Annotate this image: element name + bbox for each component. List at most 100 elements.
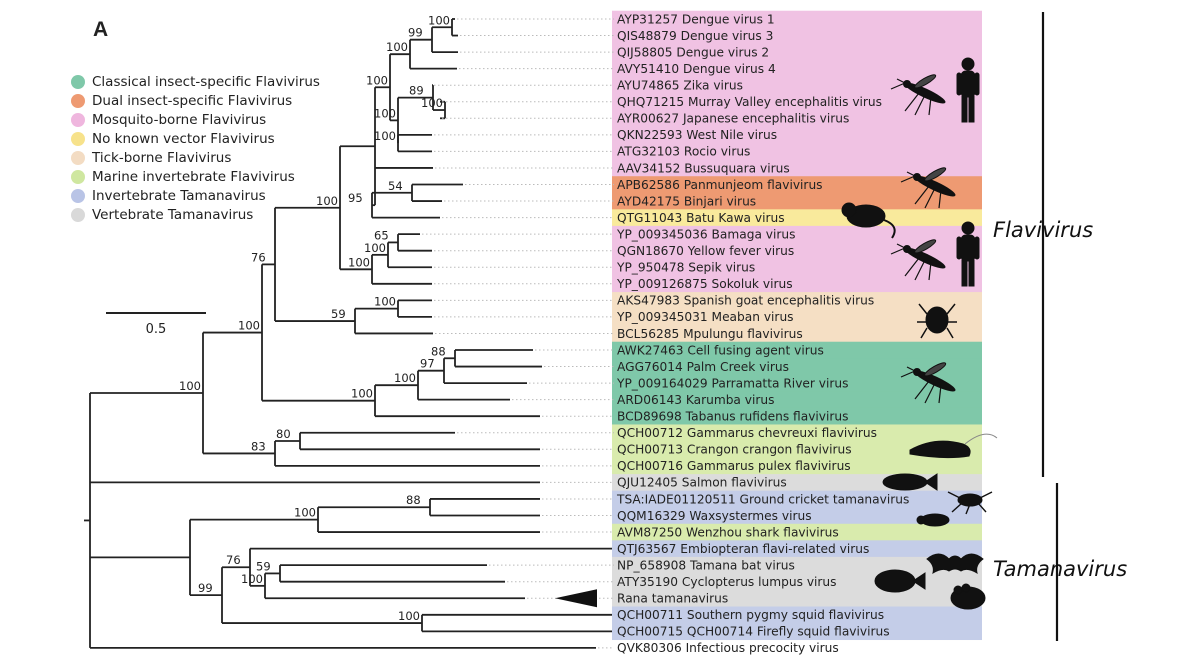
tip-label: QQM16329 Waxsystermes virus xyxy=(617,509,812,523)
mosquito-leg-icon xyxy=(938,384,942,404)
mosquito-leg-icon xyxy=(904,92,920,112)
genus-brackets xyxy=(1041,12,1059,641)
support-value: 80 xyxy=(276,427,291,441)
mosquito-icon xyxy=(900,167,956,209)
host-silhouettes xyxy=(841,57,998,610)
tree-branches xyxy=(84,18,612,649)
group-band xyxy=(612,424,982,442)
fish-body-icon xyxy=(882,473,928,491)
bat-body-icon xyxy=(926,553,984,575)
tip-label: QIJ58805 Dengue virus 2 xyxy=(617,45,769,59)
tip-label: NP_658908 Tamana bat virus xyxy=(617,558,795,572)
legend-item: Invertebrate Tamanavirus xyxy=(71,186,320,205)
support-value: 100 xyxy=(294,506,316,520)
tip-label: QCH00711 Southern pygmy squid flavivirus xyxy=(617,608,884,622)
human-leg-icon xyxy=(961,259,968,287)
legend-swatch xyxy=(71,74,85,89)
support-value: 100 xyxy=(386,40,408,54)
tick-icon xyxy=(917,303,957,339)
mosquito-wing-icon xyxy=(914,239,937,254)
tip-label: QJU12405 Salmon flavivirus xyxy=(617,476,787,490)
support-value: 76 xyxy=(226,553,241,567)
tip-label: QTG11043 Batu Kawa virus xyxy=(617,211,785,225)
group-band xyxy=(612,606,982,624)
support-value: 100 xyxy=(316,194,338,208)
tip-label: AYD42175 Binjari virus xyxy=(617,194,756,208)
tip-leaders xyxy=(422,18,614,649)
tick-leg-icon xyxy=(920,327,928,339)
fish-icon xyxy=(882,473,938,491)
tip-label: QTJ63567 Embiopteran flavi-related virus xyxy=(617,542,869,556)
tip-label: QCH00715 QCH00714 Firefly squid flavivir… xyxy=(617,625,890,639)
human-torso-icon xyxy=(960,70,976,98)
group-band xyxy=(612,523,982,541)
group-band xyxy=(612,391,982,409)
panel-letter: A xyxy=(93,18,109,41)
group-band xyxy=(612,93,982,111)
legend-label: Classical insect-specific Flavivirus xyxy=(92,73,320,90)
support-value: 54 xyxy=(388,179,403,193)
human-icon xyxy=(956,57,980,123)
human-leg-icon xyxy=(961,95,968,123)
fish-tail-icon xyxy=(924,473,938,491)
lumpfish-tail-icon xyxy=(912,572,926,590)
tip-label: QIS48879 Dengue virus 3 xyxy=(617,29,773,43)
termite-head-icon xyxy=(916,515,926,525)
human-arm-icon xyxy=(974,236,980,260)
support-value: 100 xyxy=(374,106,396,120)
frog-eye-icon xyxy=(953,585,963,595)
cricket-leg-icon xyxy=(977,502,987,513)
support-value: 83 xyxy=(251,439,266,453)
lumpfish-icon xyxy=(874,569,926,593)
group-band xyxy=(612,242,982,260)
support-value: 65 xyxy=(374,228,389,242)
mosquito-leg-icon xyxy=(906,366,932,380)
mosquito-icon xyxy=(890,74,946,116)
tip-label: ATY35190 Cyclopterus lumpus virus xyxy=(617,575,837,589)
tip-label: YP_009345031 Meaban virus xyxy=(616,310,794,324)
group-band xyxy=(612,275,982,293)
legend-item: Tick-borne Flavivirus xyxy=(71,148,320,167)
tip-label: AGG76014 Palm Creek virus xyxy=(617,360,789,374)
legend-label: Tick-borne Flavivirus xyxy=(92,149,232,166)
tip-label: AVM87250 Wenzhou shark flavivirus xyxy=(617,525,839,539)
termite-icon xyxy=(916,513,950,527)
support-value: 89 xyxy=(409,84,424,98)
mosquito-leg-icon xyxy=(938,189,942,209)
legend-label: Dual insect-specific Flavivirus xyxy=(92,92,293,109)
tip-label: AWK27463 Cell fusing agent virus xyxy=(617,343,824,357)
legend-swatch xyxy=(71,188,85,203)
scale-bar-label: 0.5 xyxy=(145,322,167,337)
support-value: 100 xyxy=(374,129,396,143)
legend-item: Classical insect-specific Flavivirus xyxy=(71,72,320,91)
cricket-leg-icon xyxy=(979,491,993,499)
mosquito-icon xyxy=(900,362,956,404)
legend-swatch xyxy=(71,93,85,108)
legend-item: No known vector Flavivirus xyxy=(71,129,320,148)
tip-label: QCH00713 Crangon crangon flavivirus xyxy=(617,443,852,457)
cricket-leg-icon xyxy=(965,503,971,515)
support-value: 100 xyxy=(179,379,201,393)
tip-labels: AYP31257 Dengue virus 1 QIS48879 Dengue v… xyxy=(616,12,909,655)
legend-swatch xyxy=(71,112,85,127)
tip-label: AYU74865 Zika virus xyxy=(617,79,743,93)
support-value: 99 xyxy=(198,581,213,595)
group-band xyxy=(612,374,982,392)
rodent-head-icon xyxy=(841,202,857,218)
tip-label: QKN22593 West Nile virus xyxy=(617,128,777,142)
tip-label: QGN18670 Yellow fever virus xyxy=(617,244,794,258)
human-leg-icon xyxy=(968,259,975,287)
human-torso-icon xyxy=(960,234,976,262)
human-arm-icon xyxy=(974,72,980,96)
group-band xyxy=(612,192,982,210)
human-head-icon xyxy=(961,221,975,235)
group-band xyxy=(612,27,982,45)
tick-body-icon xyxy=(925,306,949,334)
tip-label: QVK80306 Infectious precocity virus xyxy=(617,641,839,655)
support-value: 76 xyxy=(251,250,266,264)
support-value: 100 xyxy=(351,387,373,401)
human-head-icon xyxy=(961,57,975,71)
tip-label: QHQ71215 Murray Valley encephalitis viru… xyxy=(617,95,882,109)
scale-bar-line xyxy=(106,312,206,314)
support-value: 59 xyxy=(331,307,346,321)
